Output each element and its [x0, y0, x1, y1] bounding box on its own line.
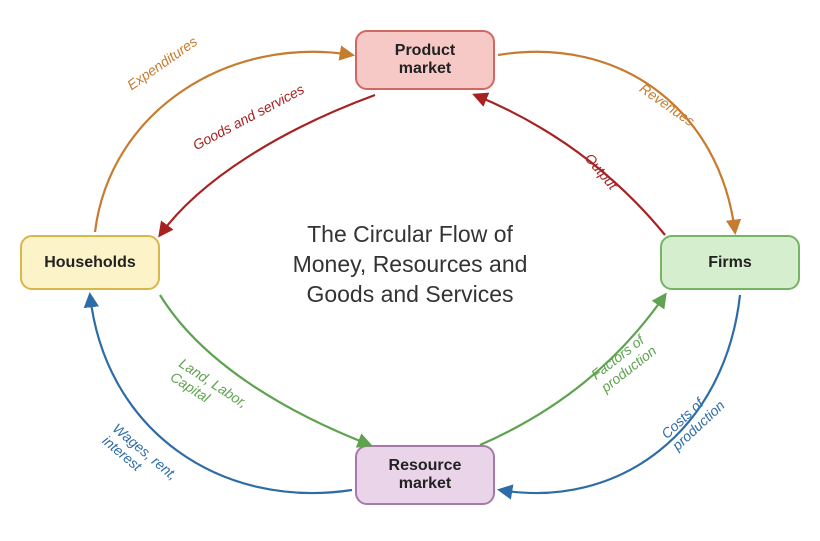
- flow-label-goods_services: Goods and services: [190, 81, 307, 153]
- flow-goods_services: [160, 95, 375, 235]
- flow-label-revenues: Revenues: [637, 80, 698, 129]
- flow-label-factors: Factors ofproduction: [588, 330, 659, 395]
- node-product-market: Productmarket: [355, 30, 495, 90]
- flow-label-expenditures: Expenditures: [124, 33, 200, 93]
- flow-label-output: Output: [582, 150, 621, 192]
- flow-output: [475, 95, 665, 235]
- flow-revenues: [498, 52, 735, 232]
- diagram-title: The Circular Flow ofMoney, Resources and…: [260, 220, 560, 310]
- flow-label-land_labor: Land, Labor,Capital: [168, 355, 251, 424]
- node-firms: Firms: [660, 235, 800, 290]
- flow-label-costs: Costs ofproduction: [658, 385, 728, 453]
- node-households: Households: [20, 235, 160, 290]
- flow-label-wages: Wages, rent,interest: [99, 420, 180, 495]
- node-resource-market: Resourcemarket: [355, 445, 495, 505]
